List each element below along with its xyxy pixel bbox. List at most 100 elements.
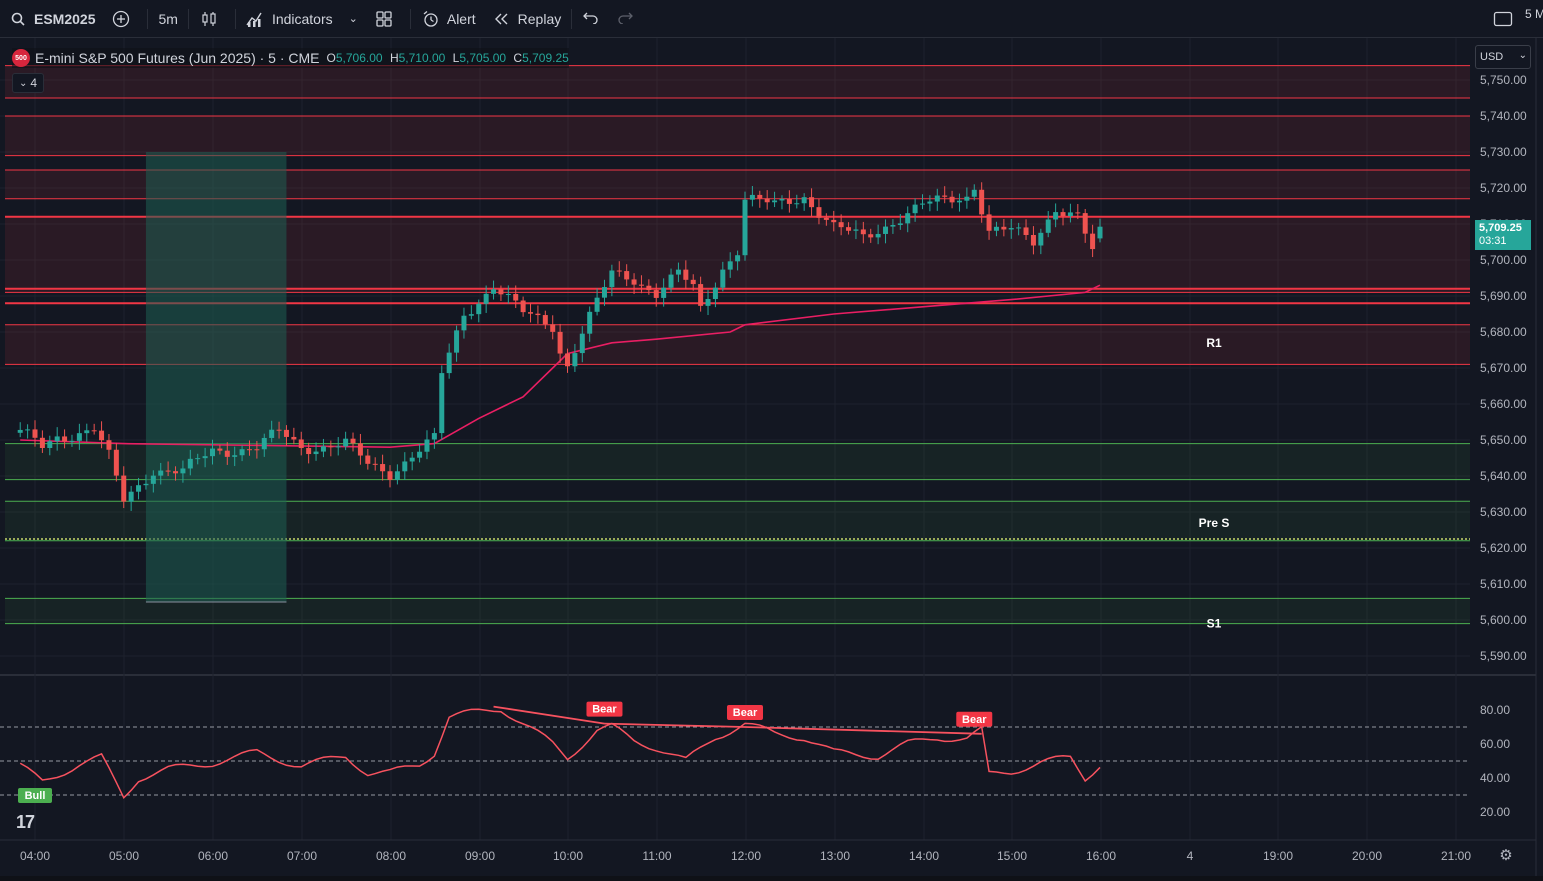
compare-button[interactable] xyxy=(103,0,145,37)
indicators-collapse-button[interactable]: ⌄ 4 xyxy=(12,73,44,93)
candle-body xyxy=(809,197,815,208)
bear-label: Bear xyxy=(733,707,758,719)
time-tick-label: 11:00 xyxy=(642,849,671,863)
candle-body xyxy=(283,429,289,437)
candle-body xyxy=(513,293,519,301)
candle-body xyxy=(483,293,489,304)
search-icon xyxy=(8,9,28,29)
time-tick-label: 14:00 xyxy=(909,849,939,863)
candle-body xyxy=(616,270,622,272)
time-tick-label: 08:00 xyxy=(376,849,406,863)
fullscreen-button[interactable] xyxy=(1493,10,1513,31)
indicators-label: Indicators xyxy=(271,10,333,27)
candle-body xyxy=(971,189,977,197)
indicators-button[interactable]: Indicators xyxy=(238,0,341,37)
indicator-templates-button[interactable]: ⌄ xyxy=(341,0,366,37)
chevron-down-icon: ⌄ xyxy=(1518,50,1527,61)
candle-body xyxy=(920,203,925,205)
price-tick-label: 5,730.00 xyxy=(1480,145,1527,159)
candle-body xyxy=(17,429,23,433)
candle-body xyxy=(47,441,53,449)
chart-type-button[interactable] xyxy=(191,0,233,37)
candle-body xyxy=(224,450,230,457)
candle-body xyxy=(113,449,119,476)
candle-body xyxy=(357,443,363,456)
window-icon xyxy=(1493,11,1513,27)
candle-body xyxy=(772,200,778,203)
price-tick-label: 5,600.00 xyxy=(1480,613,1527,627)
time-tick-label: 19:00 xyxy=(1263,849,1293,863)
alert-button[interactable]: Alert xyxy=(413,0,484,37)
candle-body xyxy=(594,297,600,312)
chart-svg[interactable]: 5,750.00 5,740.00 5,730.00 5,720.00 5,710.00… xyxy=(0,38,1543,876)
candle-body xyxy=(1075,212,1081,214)
candle-body xyxy=(491,289,497,294)
candle-body xyxy=(638,284,644,286)
candle-body xyxy=(335,446,341,448)
last-price: 5,709.25 xyxy=(1479,222,1522,234)
candle-body xyxy=(905,213,911,224)
candle-body xyxy=(99,430,105,441)
candle-body xyxy=(476,303,482,315)
candle-body xyxy=(1090,233,1096,250)
time-tick-label: 04:00 xyxy=(20,849,50,863)
candle-body xyxy=(394,471,400,480)
currency-select[interactable]: USD ⌄ xyxy=(1475,45,1531,69)
toolbar-divider xyxy=(234,8,236,29)
candle-body xyxy=(764,198,770,203)
candle-body xyxy=(461,315,467,331)
candle-body xyxy=(269,429,275,438)
price-tick-label: 5,700.00 xyxy=(1480,253,1527,267)
candle-body xyxy=(979,189,985,215)
time-tick-label: 13:00 xyxy=(820,849,850,863)
redo-button[interactable] xyxy=(608,0,642,37)
candle-body xyxy=(927,201,933,204)
bearish-divergence-line xyxy=(493,705,605,725)
candle-body xyxy=(424,439,430,452)
last-price-tag: 5,709.25 03:31 xyxy=(1475,220,1531,250)
replay-button[interactable]: Replay xyxy=(484,0,570,37)
candle-body xyxy=(846,227,852,231)
candle-body xyxy=(712,287,718,300)
tradingview-logo[interactable]: 17 xyxy=(16,812,35,832)
candle-body xyxy=(801,197,807,204)
candle-body xyxy=(187,458,193,469)
price-tick-label: 5,640.00 xyxy=(1480,469,1527,483)
candle-body xyxy=(949,196,955,203)
candle-body xyxy=(1008,228,1014,230)
time-tick-label: 12:00 xyxy=(731,849,761,863)
undo-button[interactable] xyxy=(574,0,608,37)
candle-body xyxy=(993,226,999,231)
candle-body xyxy=(106,440,112,450)
price-tick-label: 5,650.00 xyxy=(1480,433,1527,447)
level-label: Pre S xyxy=(1199,516,1230,530)
candle-body xyxy=(1082,213,1088,234)
candle-body xyxy=(39,437,45,449)
candle-body xyxy=(550,324,556,332)
bearish-divergence-line xyxy=(744,726,982,735)
toolbar-divider xyxy=(187,8,189,29)
candle-body xyxy=(439,373,445,434)
interval-button[interactable]: 5m xyxy=(158,10,178,27)
candle-body xyxy=(121,475,127,502)
candle-body xyxy=(365,455,371,464)
symbol-search[interactable]: ESM2025 xyxy=(0,0,103,37)
candle-body xyxy=(505,293,511,295)
alert-label: Alert xyxy=(446,10,476,27)
candle-body xyxy=(742,199,748,256)
gear-icon[interactable]: ⚙ xyxy=(1499,847,1513,864)
candle-body xyxy=(1053,212,1059,220)
symbol-legend[interactable]: 500 E-mini S&P 500 Futures (Jun 2025) · … xyxy=(12,48,569,68)
bear-label-box xyxy=(956,711,993,727)
candle-body xyxy=(816,207,822,218)
candle-body xyxy=(180,468,186,474)
layouts-button[interactable] xyxy=(366,0,408,37)
price-tick-label: 5,670.00 xyxy=(1480,361,1527,375)
candle-body xyxy=(1001,226,1007,230)
candle-body xyxy=(786,198,792,204)
support-zone xyxy=(5,598,1470,624)
rewind-icon xyxy=(492,9,512,29)
price-tick-label: 5,630.00 xyxy=(1480,505,1527,519)
candle-body xyxy=(143,483,149,486)
chart-area[interactable]: 5,750.00 5,740.00 5,730.00 5,720.00 5,710.00… xyxy=(0,38,1543,876)
